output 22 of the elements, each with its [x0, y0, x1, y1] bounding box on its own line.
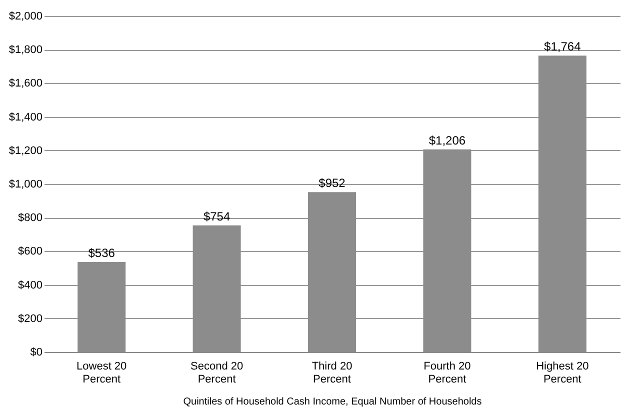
y-tick-label: $0 [30, 346, 42, 358]
y-tick-label: $1,800 [8, 44, 42, 56]
x-tick-label: Fourth 20 Percent [424, 360, 471, 386]
y-tick-label: $1,000 [8, 178, 42, 190]
y-tick-label: $1,600 [8, 78, 42, 90]
y-tick-label: $1,200 [8, 144, 42, 157]
data-label: $1,764 [544, 40, 582, 54]
x-tick-label: Highest 20 Percent [536, 360, 589, 386]
x-tick-label: Lowest 20 Percent [76, 360, 127, 386]
data-label: $536 [88, 246, 116, 260]
y-tick-label: $2,000 [8, 10, 42, 22]
y-tick-label: $400 [18, 279, 42, 292]
x-axis-title: Quintiles of Household Cash Income, Equal Number of Households [183, 396, 482, 408]
data-label: $754 [203, 209, 230, 224]
data-label: $1,206 [428, 133, 466, 148]
y-tick-label: $800 [18, 212, 42, 224]
y-tick-label: $200 [18, 312, 42, 325]
y-tick-label: $600 [18, 246, 42, 258]
x-tick-label: Third 20 Percent [312, 360, 352, 386]
y-tick-label: $1,400 [8, 111, 42, 124]
data-label: $952 [318, 176, 346, 190]
x-tick-label: Second 20 Percent [190, 360, 244, 386]
